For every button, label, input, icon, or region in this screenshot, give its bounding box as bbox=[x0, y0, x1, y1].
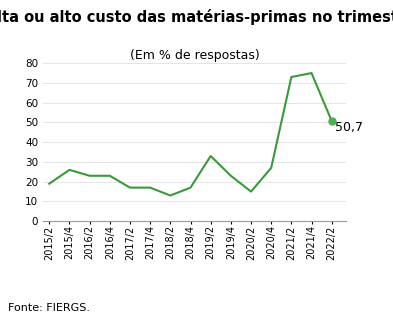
Text: Falta ou alto custo das matérias-primas no trimestre: Falta ou alto custo das matérias-primas … bbox=[0, 9, 393, 26]
Text: Fonte: FIERGS.: Fonte: FIERGS. bbox=[8, 303, 90, 313]
Text: 50,7: 50,7 bbox=[335, 121, 363, 134]
Title: (Em % de respostas): (Em % de respostas) bbox=[130, 49, 259, 62]
